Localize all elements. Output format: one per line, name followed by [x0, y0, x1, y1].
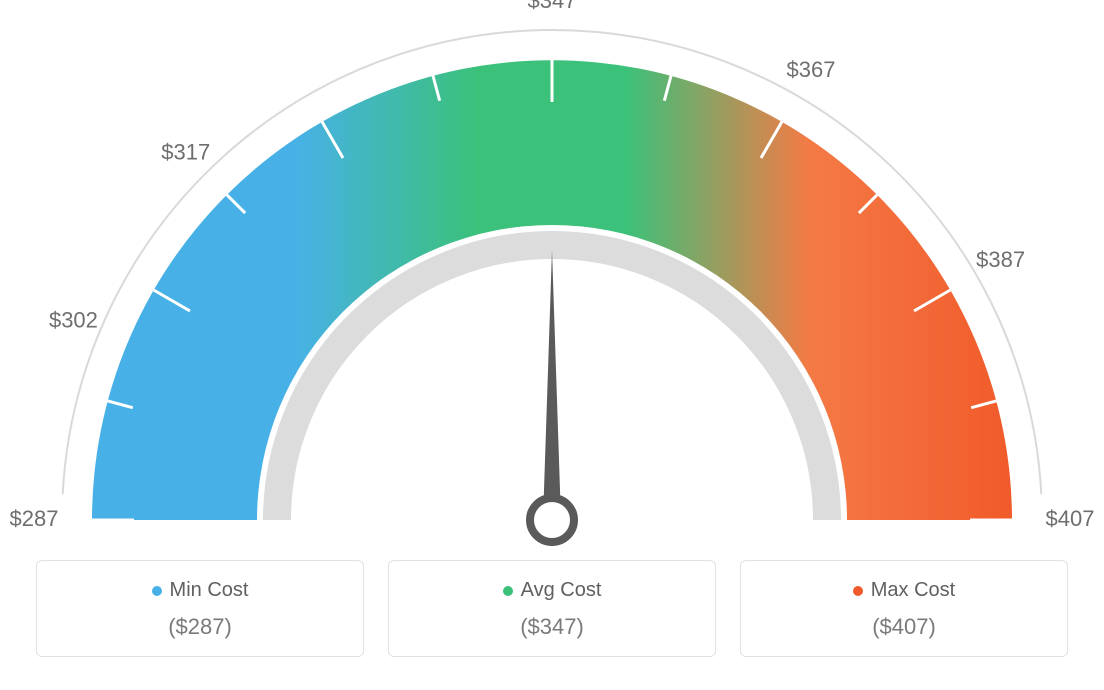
legend-label-max: Max Cost: [871, 579, 955, 602]
legend-label-avg: Avg Cost: [521, 579, 602, 602]
svg-text:$347: $347: [528, 0, 577, 13]
svg-text:$387: $387: [976, 247, 1025, 272]
cost-gauge-chart: $287 $302 $317 $347 $367 $387 $407: [0, 0, 1104, 560]
legend-dot-min: [152, 586, 162, 596]
svg-text:$407: $407: [1046, 506, 1095, 531]
svg-text:$367: $367: [787, 57, 836, 82]
svg-text:$302: $302: [49, 308, 98, 333]
svg-text:$317: $317: [161, 140, 210, 165]
legend-card-avg: Avg Cost ($347): [388, 560, 716, 657]
legend-value-avg: ($347): [397, 614, 707, 640]
legend-head-avg: Avg Cost: [397, 579, 707, 602]
legend-dot-max: [853, 586, 863, 596]
legend-row: Min Cost ($287) Avg Cost ($347) Max Cost…: [0, 560, 1104, 657]
gauge-svg: $287 $302 $317 $347 $367 $387 $407: [0, 0, 1104, 560]
svg-text:$287: $287: [10, 506, 59, 531]
legend-card-min: Min Cost ($287): [36, 560, 364, 657]
legend-card-max: Max Cost ($407): [740, 560, 1068, 657]
legend-head-max: Max Cost: [749, 579, 1059, 602]
legend-value-max: ($407): [749, 614, 1059, 640]
legend-dot-avg: [503, 586, 513, 596]
legend-value-min: ($287): [45, 614, 355, 640]
legend-head-min: Min Cost: [45, 579, 355, 602]
legend-label-min: Min Cost: [170, 579, 249, 602]
